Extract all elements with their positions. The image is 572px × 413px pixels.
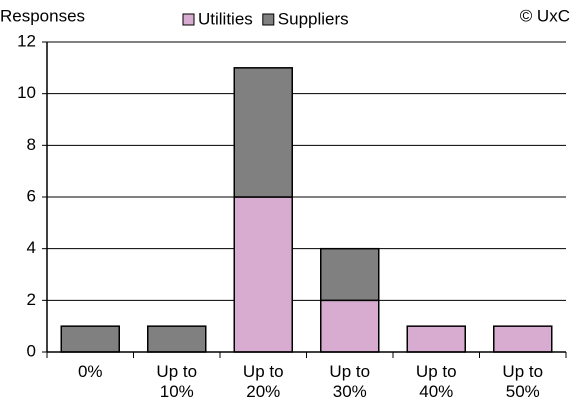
x-tick-label: Up to 10%: [156, 362, 198, 401]
y-axis-label: Responses: [0, 6, 85, 25]
bar-segment: [406, 325, 466, 353]
bar-segment: [320, 299, 380, 353]
y-tick-label: 6: [27, 186, 36, 205]
x-tick-label: Up to 40%: [415, 362, 457, 401]
x-tick-label: Up to 30%: [329, 362, 371, 401]
x-tick-label: 0%: [77, 362, 103, 381]
legend-swatch: [262, 13, 275, 26]
bar-segment: [233, 67, 293, 198]
y-tick-label: 8: [27, 135, 36, 154]
bar-segment: [233, 196, 293, 353]
y-tick-label: 4: [27, 238, 36, 257]
legend-label: Utilities: [198, 9, 253, 28]
y-tick-label: 10: [17, 83, 36, 102]
x-tick-label: Up to 20%: [242, 362, 284, 401]
bar-segment: [60, 325, 120, 353]
bar-segment: [147, 325, 207, 353]
annotation: © UxC: [520, 6, 570, 25]
legend-label: Suppliers: [278, 9, 349, 28]
bar-segment: [320, 247, 380, 302]
bar-segment: [493, 325, 553, 353]
y-tick-label: 12: [17, 31, 36, 50]
y-tick-label: 0: [27, 341, 36, 360]
x-tick-label: Up to 50%: [502, 362, 544, 401]
y-tick-label: 2: [27, 290, 36, 309]
legend-swatch: [182, 13, 195, 26]
